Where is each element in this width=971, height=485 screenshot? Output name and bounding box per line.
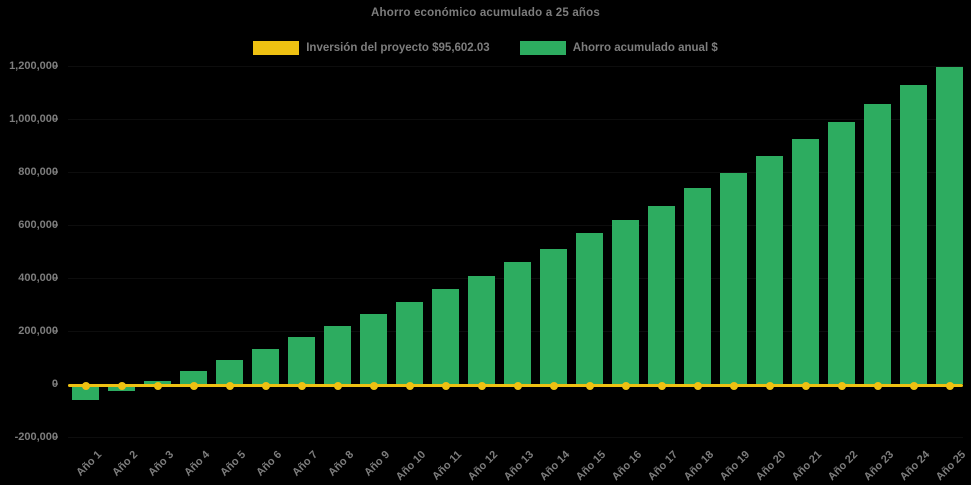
bar-año-11: [432, 289, 459, 384]
investment-line-marker: [837, 381, 846, 390]
bar-año-25: [936, 67, 963, 384]
bar-año-4: [180, 370, 207, 384]
legend: Inversión del proyecto $95,602.03 Ahorro …: [0, 41, 971, 55]
bar-año-15: [576, 233, 603, 384]
investment-line-marker: [801, 381, 810, 390]
bar-año-20: [756, 156, 783, 384]
investment-line-marker: [189, 381, 198, 390]
y-axis-label: 1,000,000: [9, 113, 58, 125]
investment-line-marker: [729, 381, 738, 390]
y-axis-label: 800,000: [18, 166, 58, 178]
bar-año-8: [324, 325, 351, 384]
bar-año-17: [648, 205, 675, 384]
bar-año-5: [216, 360, 243, 384]
y-gridline: [68, 224, 963, 226]
investment-line-marker: [405, 381, 414, 390]
bar-año-7: [288, 336, 315, 384]
investment-line-marker: [441, 381, 450, 390]
investment-line-marker: [765, 381, 774, 390]
bar-año-22: [828, 121, 855, 384]
investment-line-marker: [297, 381, 306, 390]
investment-line-marker: [477, 381, 486, 390]
y-axis-label: 200,000: [18, 325, 58, 337]
bar-año-13: [504, 262, 531, 384]
bar-año-24: [900, 85, 927, 384]
investment-line-marker: [369, 381, 378, 390]
investment-line-marker: [909, 381, 918, 390]
investment-line-marker: [945, 381, 954, 390]
y-tick: [53, 436, 58, 438]
bar-año-12: [468, 276, 495, 384]
chart-title: Ahorro económico acumulado a 25 años: [371, 7, 600, 19]
y-tick: [53, 277, 58, 279]
bar-año-21: [792, 138, 819, 384]
bar-año-1: [72, 384, 99, 401]
y-gridline: [68, 436, 963, 438]
bar-año-19: [720, 173, 747, 384]
investment-line-marker: [333, 381, 342, 390]
y-tick: [53, 224, 58, 226]
y-axis-label: 1,200,000: [9, 60, 58, 72]
investment-line-marker: [117, 381, 126, 390]
bar-año-10: [396, 301, 423, 384]
y-gridline: [68, 65, 963, 67]
y-gridline: [68, 171, 963, 173]
investment-line-marker: [693, 381, 702, 390]
bar-año-6: [252, 349, 279, 384]
investment-line-marker: [225, 381, 234, 390]
y-axis-label: -200,000: [14, 431, 58, 443]
y-tick: [53, 383, 58, 385]
y-tick: [53, 65, 58, 67]
investment-line-marker: [153, 381, 162, 390]
investment-line-marker: [513, 381, 522, 390]
legend-label-investment: Inversión del proyecto $95,602.03: [306, 42, 490, 54]
y-axis-label: 600,000: [18, 219, 58, 231]
bar-año-14: [540, 248, 567, 384]
y-tick: [53, 118, 58, 120]
investment-line-marker: [585, 381, 594, 390]
bar-año-16: [612, 220, 639, 384]
investment-line-marker: [873, 381, 882, 390]
bar-año-18: [684, 188, 711, 384]
investment-line-marker: [621, 381, 630, 390]
legend-item-investment: Inversión del proyecto $95,602.03: [253, 41, 490, 55]
bar-año-23: [864, 103, 891, 384]
investment-line-marker: [261, 381, 270, 390]
legend-swatch-savings: [519, 41, 566, 55]
investment-line-marker: [657, 381, 666, 390]
y-axis-label: 0: [51, 378, 58, 390]
legend-swatch-investment: [253, 41, 300, 55]
y-axis-label: 400,000: [18, 272, 58, 284]
x-axis-label: Año 1: [73, 448, 104, 479]
legend-label-savings: Ahorro acumulado anual $: [572, 42, 718, 54]
investment-line-marker: [81, 381, 90, 390]
investment-line-marker: [549, 381, 558, 390]
bar-año-9: [360, 314, 387, 384]
y-gridline: [68, 118, 963, 120]
y-tick: [53, 330, 58, 332]
y-tick: [53, 171, 58, 173]
legend-item-savings: Ahorro acumulado anual $: [519, 41, 718, 55]
